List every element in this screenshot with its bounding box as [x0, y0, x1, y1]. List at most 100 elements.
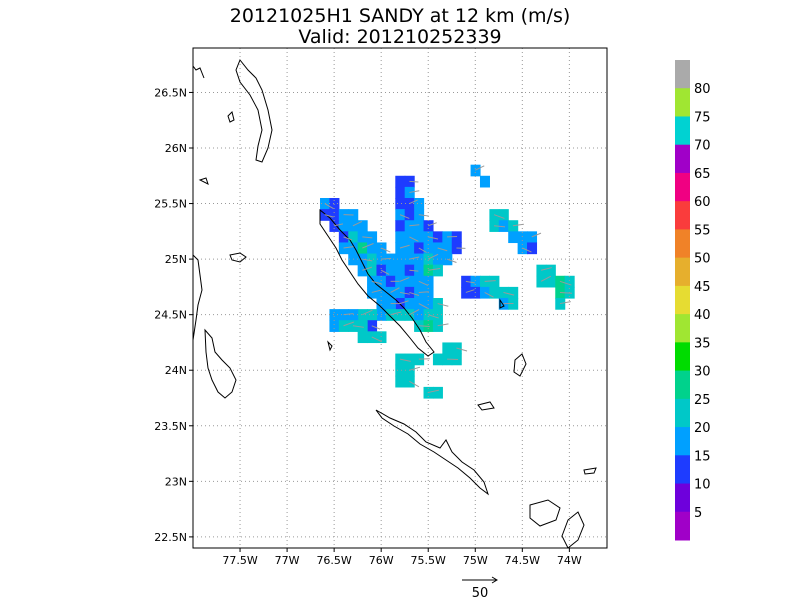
wind-vector — [371, 289, 382, 293]
lat-tick-label: 25.5N — [154, 198, 187, 211]
coastline-cay-1 — [583, 467, 597, 475]
wind-vector — [343, 321, 355, 327]
lon-tick-label: 77W — [275, 554, 300, 567]
wind-vector — [465, 280, 475, 284]
lat-tick-label: 26N — [165, 142, 187, 155]
colorbar-label: 65 — [694, 167, 711, 182]
wind-vector — [428, 222, 437, 227]
coastline-andros — [204, 328, 237, 399]
coastline-long-island — [375, 409, 489, 496]
coastline-island-small-2 — [227, 111, 235, 123]
lon-tick-label: 77.5W — [222, 554, 257, 567]
colorbar-swatch — [675, 116, 690, 146]
wind-vector — [446, 258, 457, 264]
wind-cell — [367, 242, 378, 255]
lat-tick-label: 26.5N — [154, 86, 187, 99]
wind-cell — [442, 342, 453, 355]
wind-vector — [503, 291, 515, 296]
wind-cell — [395, 231, 406, 244]
lat-tick-label: 22.5N — [154, 531, 187, 544]
wind-cell — [470, 275, 481, 288]
lat-tick-label: 25N — [165, 253, 187, 266]
wind-cell — [517, 231, 528, 244]
lon-tick-label: 75.5W — [411, 554, 446, 567]
wind-vector — [522, 247, 532, 253]
colorbar-label: 25 — [694, 393, 711, 408]
wind-cell — [338, 220, 349, 232]
colorbar-swatch — [675, 427, 690, 456]
wind-vector — [418, 280, 429, 286]
wind-vector — [484, 292, 494, 298]
wind-cell — [564, 275, 575, 288]
wind-cell — [395, 175, 406, 188]
wind-vector — [559, 291, 572, 294]
wind-vector — [343, 246, 354, 249]
colorbar-label: 35 — [694, 336, 711, 351]
colorbar-swatch — [675, 483, 690, 513]
wind-vector — [540, 275, 552, 282]
wind-cell — [395, 309, 406, 321]
colorbar-label: 10 — [694, 478, 711, 493]
wind-vector — [324, 214, 334, 218]
wind-cell — [348, 242, 359, 255]
wind-vector — [494, 225, 506, 228]
wind-cell — [395, 364, 406, 377]
wind-cell — [404, 209, 415, 221]
wind-cell — [395, 186, 406, 199]
reference-arrow-head — [491, 576, 498, 584]
wind-vector — [418, 247, 427, 253]
wind-cell — [329, 209, 340, 221]
lon-tick-label: 76W — [369, 554, 394, 567]
wind-vector — [559, 301, 571, 305]
wind-vector — [428, 389, 440, 393]
lat-tick-label: 24.5N — [154, 309, 187, 322]
wind-vector — [493, 214, 505, 219]
wind-vector — [484, 280, 496, 282]
wind-cell — [329, 309, 340, 321]
colorbar-swatch — [675, 257, 690, 287]
wind-vector — [352, 325, 364, 328]
coastline-rum-cay — [477, 401, 495, 411]
wind-cell — [451, 231, 462, 244]
colorbar-label: 5 — [694, 506, 702, 521]
wind-cell — [414, 264, 425, 277]
wind-cell — [367, 264, 378, 277]
wind-cell — [432, 353, 443, 366]
colorbar-swatch — [675, 455, 690, 485]
wind-cell — [376, 331, 387, 344]
wind-vector — [418, 291, 429, 293]
wind-cell — [395, 198, 406, 210]
colorbar-swatch — [675, 398, 690, 428]
colorbar-label: 40 — [694, 308, 711, 323]
wind-cell — [367, 253, 378, 266]
wind-vector — [409, 256, 420, 260]
wind-vector — [428, 314, 439, 319]
coastline-island-small-1 — [229, 252, 247, 263]
wind-vectors — [324, 165, 572, 393]
coastline-san-salvador — [513, 353, 527, 377]
colorbar-label: 70 — [694, 139, 711, 154]
wind-cell — [423, 298, 434, 310]
latitude-labels: 22.5N 23N 23.5N 24N 24.5N 25N 25.5N 26N 26.5N — [154, 86, 193, 544]
wind-vector — [409, 380, 420, 388]
wind-vector — [362, 266, 373, 271]
wind-cell — [489, 286, 500, 299]
wind-vector — [380, 247, 391, 253]
wind-cell — [545, 264, 556, 277]
colorbar-label: 55 — [694, 223, 711, 238]
wind-vector — [334, 223, 344, 227]
colorbar-swatch — [675, 511, 690, 541]
wind-cell — [498, 209, 509, 221]
wind-vector — [465, 289, 475, 293]
wind-cell — [404, 275, 415, 288]
wind-vector — [428, 268, 441, 271]
wind-cell — [414, 198, 425, 210]
colorbar-label: 60 — [694, 195, 711, 210]
coastline-grand-bahama — [235, 59, 273, 163]
wind-cell — [442, 242, 453, 255]
wind-vector — [362, 258, 373, 262]
wind-cell — [414, 220, 425, 232]
wind-cell — [432, 264, 443, 277]
lon-tick-label: 76.5W — [316, 554, 351, 567]
wind-cell — [395, 253, 406, 266]
